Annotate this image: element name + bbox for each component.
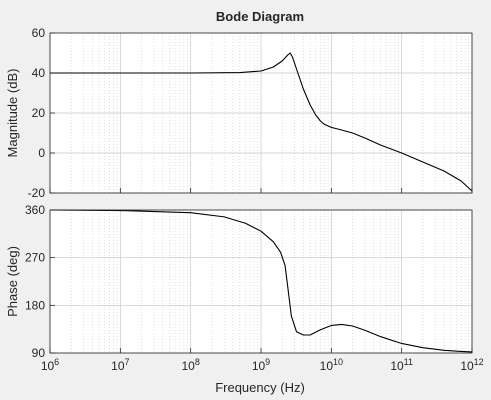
x-tick-label: 1011: [390, 357, 413, 373]
magnitude-y-tick-label: 20: [32, 106, 46, 120]
x-tick-label-exponent: 10: [333, 357, 343, 367]
magnitude-y-tick-label: -20: [28, 186, 46, 200]
x-tick-label: 1010: [320, 357, 343, 373]
x-tick-label-base: 10: [390, 359, 404, 373]
magnitude-y-axis-label: Magnitude (dB): [5, 69, 20, 158]
x-tick-label-exponent: 12: [474, 357, 484, 367]
x-tick-label-base: 10: [460, 359, 474, 373]
x-tick-label: 107: [111, 357, 129, 373]
x-tick-label: 1012: [460, 357, 483, 373]
x-tick-label: 108: [181, 357, 199, 373]
phase-axes-frame: [49, 209, 473, 354]
x-tick-label: 109: [252, 357, 270, 373]
x-tick-label-exponent: 11: [404, 357, 413, 367]
phase-y-tick-label: 90: [32, 346, 46, 360]
x-tick-label-exponent: 7: [125, 357, 130, 367]
chart-title: Bode Diagram: [216, 9, 304, 24]
phase-y-axis-label: Phase (deg): [5, 246, 20, 317]
x-axis-label: Frequency (Hz): [215, 380, 305, 395]
x-tick-label-base: 10: [252, 359, 266, 373]
magnitude-series-line: [50, 52, 473, 192]
x-tick-label-exponent: 8: [195, 357, 200, 367]
x-tick-label-base: 10: [181, 359, 195, 373]
x-tick-label-base: 10: [320, 359, 334, 373]
x-tick-label-base: 10: [111, 359, 125, 373]
x-tick-label-exponent: 9: [265, 357, 270, 367]
magnitude-y-tick-label: 40: [32, 66, 46, 80]
magnitude-axes-frame: [49, 32, 473, 194]
magnitude-y-tick-label: 60: [32, 26, 46, 40]
phase-y-tick-label: 270: [25, 251, 45, 265]
x-tick-label: 106: [41, 357, 59, 373]
x-tick-label-exponent: 6: [54, 357, 59, 367]
magnitude-y-tick-label: 0: [38, 146, 45, 160]
x-tick-label-base: 10: [41, 359, 55, 373]
magnitude-axes: -20 0 20 40 60 Magnitude (dB): [5, 26, 473, 200]
phase-series-line: [49, 209, 473, 353]
phase-y-tick-label: 180: [25, 298, 45, 312]
phase-y-tick-label: 360: [25, 203, 45, 217]
